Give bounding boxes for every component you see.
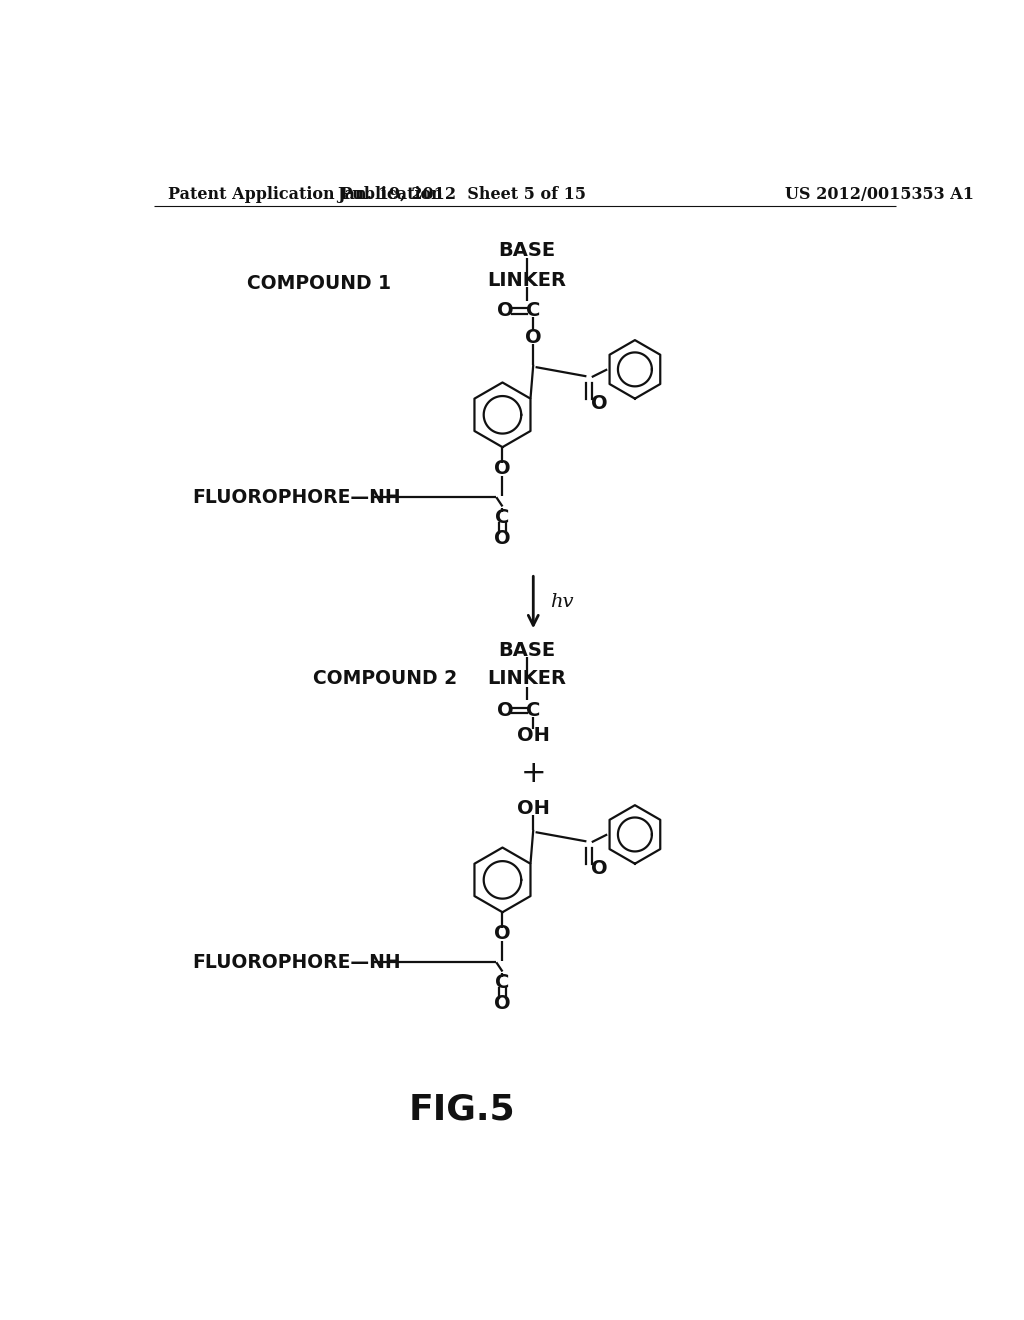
Text: LINKER: LINKER xyxy=(487,669,566,689)
Text: C: C xyxy=(496,973,510,991)
Text: hv: hv xyxy=(550,593,573,611)
Text: BASE: BASE xyxy=(499,642,556,660)
Text: O: O xyxy=(495,529,511,548)
Text: +: + xyxy=(520,759,546,788)
Text: OH: OH xyxy=(517,799,550,818)
Text: O: O xyxy=(525,329,542,347)
Text: FLUOROPHORE—NH: FLUOROPHORE—NH xyxy=(193,953,400,972)
Text: FLUOROPHORE—NH: FLUOROPHORE—NH xyxy=(193,487,400,507)
Text: O: O xyxy=(591,859,608,878)
Text: C: C xyxy=(526,701,541,719)
Text: C: C xyxy=(496,508,510,527)
Text: Patent Application Publication: Patent Application Publication xyxy=(168,186,442,203)
Text: Jan. 19, 2012  Sheet 5 of 15: Jan. 19, 2012 Sheet 5 of 15 xyxy=(337,186,586,203)
Text: O: O xyxy=(591,393,608,413)
Text: O: O xyxy=(495,924,511,944)
Text: OH: OH xyxy=(517,726,550,744)
Text: C: C xyxy=(526,301,541,321)
Text: BASE: BASE xyxy=(499,242,556,260)
Text: LINKER: LINKER xyxy=(487,271,566,289)
Text: O: O xyxy=(495,459,511,478)
Text: COMPOUND 2: COMPOUND 2 xyxy=(312,669,457,689)
Text: O: O xyxy=(498,301,514,321)
Text: COMPOUND 1: COMPOUND 1 xyxy=(247,275,391,293)
Text: US 2012/0015353 A1: US 2012/0015353 A1 xyxy=(785,186,974,203)
Text: O: O xyxy=(498,701,514,719)
Text: O: O xyxy=(495,994,511,1014)
Text: FIG.5: FIG.5 xyxy=(409,1093,515,1126)
